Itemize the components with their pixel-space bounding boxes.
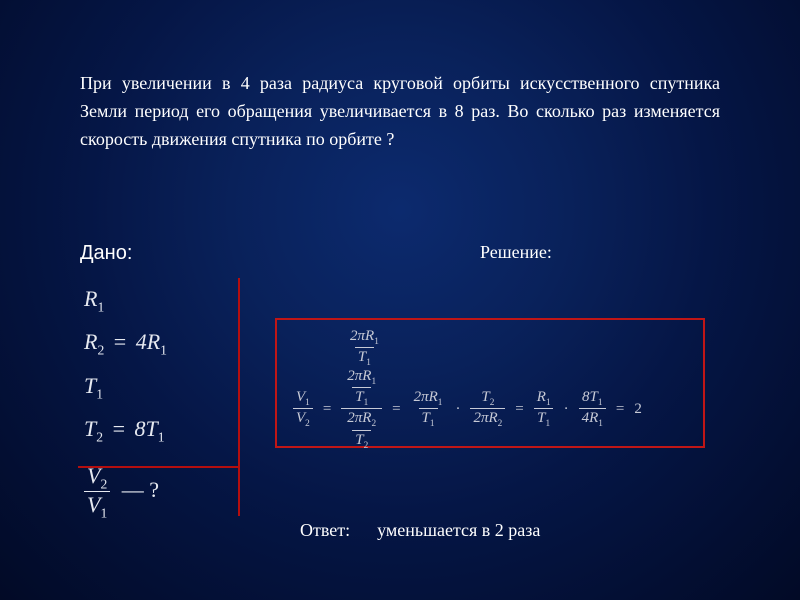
solution-result: 2 — [634, 401, 642, 418]
answer-prefix: Ответ: — [300, 520, 350, 540]
given-label: Дано: — [80, 242, 132, 265]
given-divider-vertical — [238, 278, 240, 516]
answer-line: Ответ: уменьшается в 2 раза — [300, 520, 540, 541]
given-r1: R1 — [84, 286, 218, 315]
solution-box: 2πR1 T1 V1 V2 = 2πR1 T1 2πR2 T2 = — [275, 318, 705, 448]
given-divider-horizontal — [78, 466, 238, 468]
given-t1: T1 — [84, 373, 218, 402]
given-r2: R2 = 4R1 — [84, 329, 218, 358]
problem-text: При увеличении в 4 раза радиуса круговой… — [80, 70, 720, 154]
given-query: V2 V1 — ? — [84, 464, 218, 521]
solution-top-fraction: 2πR1 T1 — [347, 328, 382, 368]
solution-label: Решение: — [480, 242, 552, 263]
given-t2: T2 = 8T1 — [84, 416, 218, 445]
answer-text: уменьшается в 2 раза — [377, 520, 540, 540]
given-block: R1 R2 = 4R1 T1 T2 = 8T1 V2 V1 — ? — [78, 278, 218, 534]
solution-chain: V1 V2 = 2πR1 T1 2πR2 T2 = 2πR1 T1 · — [293, 368, 642, 451]
